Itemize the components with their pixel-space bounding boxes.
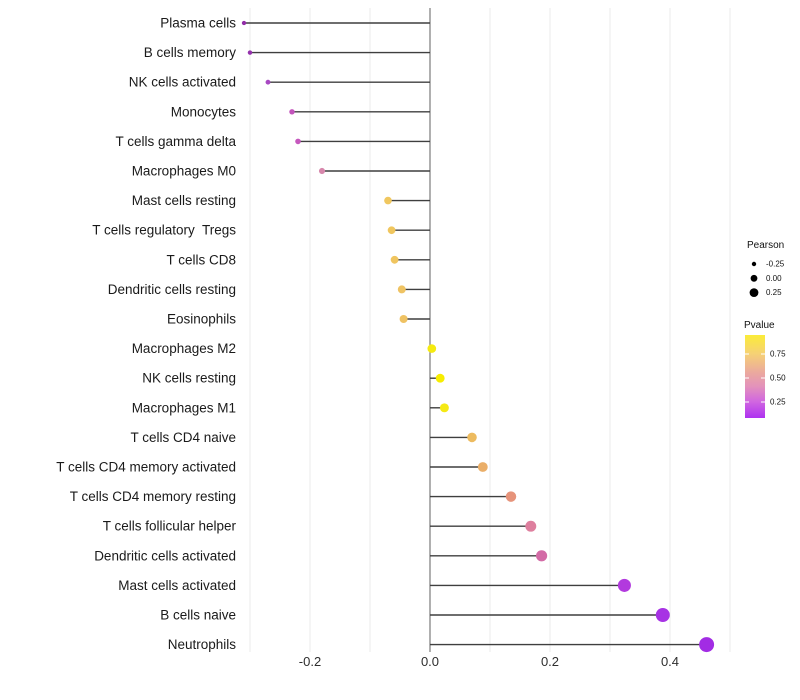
x-axis: -0.2 0.0 0.2 0.4 — [299, 654, 679, 669]
row-label: T cells CD8 — [166, 252, 236, 267]
row-label: Mast cells activated — [118, 578, 236, 593]
legend-size-label: 0.25 — [766, 288, 782, 297]
lollipop-row: NK cells resting — [142, 371, 445, 386]
row-label: T cells CD4 memory activated — [56, 460, 236, 475]
row-label: NK cells resting — [142, 371, 236, 386]
row-label: T cells CD4 naive — [130, 430, 236, 445]
lollipop-row: Dendritic cells resting — [108, 282, 430, 297]
lollipop-row: T cells CD4 naive — [130, 430, 477, 445]
lollipop-dot — [384, 196, 392, 205]
lollipop-dot — [295, 138, 301, 145]
lollipop-dot — [435, 373, 445, 383]
lollipop-dot — [289, 109, 295, 115]
lollipop-dot — [247, 50, 253, 55]
lollipop-dot — [390, 255, 399, 264]
legend-size-dot — [750, 274, 758, 282]
lollipop-row: NK cells activated — [129, 75, 430, 90]
row-label: T cells follicular helper — [103, 519, 237, 534]
lollipop-row: B cells naive — [160, 608, 670, 623]
lollipop-dot — [536, 550, 548, 562]
lollipop-row: T cells regulatory Tregs — [92, 223, 430, 238]
x-tick-label: -0.2 — [299, 654, 321, 669]
lollipop-dot — [525, 520, 537, 532]
legend-gradient-label: 0.50 — [770, 374, 786, 383]
lollipop-row: Macrophages M2 — [132, 341, 437, 356]
row-label: Mast cells resting — [132, 193, 236, 208]
row-label: Neutrophils — [168, 637, 237, 652]
legend-size-label: 0.00 — [766, 274, 782, 283]
row-label: Monocytes — [171, 104, 237, 119]
row-label: Eosinophils — [167, 312, 236, 327]
lollipop-dot — [655, 608, 670, 622]
legend-size-dot — [751, 261, 757, 267]
lollipop-dot — [387, 226, 396, 235]
lollipop-dot — [477, 462, 488, 472]
lollipop-row: B cells memory — [144, 45, 430, 60]
x-tick-label: 0.2 — [541, 654, 559, 669]
x-tick-label: 0.0 — [421, 654, 439, 669]
lollipop-row: T cells CD8 — [166, 252, 430, 267]
lollipop-dot — [241, 20, 247, 26]
row-label: Dendritic cells resting — [108, 282, 236, 297]
lollipop-dot — [265, 79, 271, 85]
row-label: Plasma cells — [160, 16, 236, 31]
lollipop-dot — [505, 491, 517, 502]
row-label: B cells memory — [144, 45, 237, 60]
lollipop-row: T cells CD4 memory activated — [56, 460, 488, 475]
legend: Pearson -0.25 0.00 0.25 Pvalue 0.75 0.50 0.2… — [744, 240, 786, 418]
lollipop-dot — [699, 637, 715, 653]
lollipop-row: Macrophages M1 — [132, 400, 449, 415]
row-label: T cells regulatory Tregs — [92, 223, 236, 238]
lollipop-row: Monocytes — [171, 104, 430, 119]
row-label: Dendritic cells activated — [94, 548, 236, 563]
lollipop-dot — [467, 432, 477, 443]
lollipop-row: Plasma cells — [160, 16, 430, 31]
legend-pearson-title: Pearson — [747, 240, 784, 251]
lollipop-dot — [439, 403, 449, 413]
legend-pvalue-title: Pvalue — [744, 320, 775, 331]
lollipop-row: Macrophages M0 — [132, 164, 430, 179]
row-label: T cells CD4 memory resting — [70, 489, 236, 504]
lollipop-row: T cells CD4 memory resting — [70, 489, 517, 504]
legend-pearson-size-items: -0.25 0.00 0.25 — [749, 260, 785, 297]
lollipop-row: Mast cells activated — [118, 578, 631, 593]
lollipop-row: Eosinophils — [167, 312, 430, 327]
legend-gradient-ticks: 0.75 0.50 0.25 — [745, 350, 786, 407]
x-tick-label: 0.4 — [661, 654, 679, 669]
lollipop-row: T cells follicular helper — [103, 519, 537, 534]
lollipop-row: Dendritic cells activated — [94, 548, 548, 563]
row-label: Macrophages M2 — [132, 341, 236, 356]
row-label: T cells gamma delta — [115, 134, 236, 149]
lollipop-row: T cells gamma delta — [115, 134, 430, 149]
row-label: B cells naive — [160, 608, 236, 623]
lollipop-dot — [427, 344, 437, 353]
lollipop-dot — [399, 315, 408, 323]
lollipop-dot — [318, 167, 326, 175]
legend-size-dot — [749, 288, 759, 297]
lollipop-dot — [617, 578, 631, 592]
row-label: NK cells activated — [129, 75, 236, 90]
lollipop-rows: Plasma cells B cells memory NK cells activ… — [56, 16, 715, 653]
row-label: Macrophages M0 — [132, 164, 236, 179]
legend-gradient-bar — [745, 335, 765, 418]
legend-gradient-label: 0.25 — [770, 398, 786, 407]
legend-size-label: -0.25 — [766, 260, 785, 269]
row-label: Macrophages M1 — [132, 400, 236, 415]
lollipop-row: Neutrophils — [168, 637, 715, 653]
legend-gradient-label: 0.75 — [770, 350, 786, 359]
lollipop-row: Mast cells resting — [132, 193, 430, 208]
lollipop-dot — [397, 285, 406, 294]
